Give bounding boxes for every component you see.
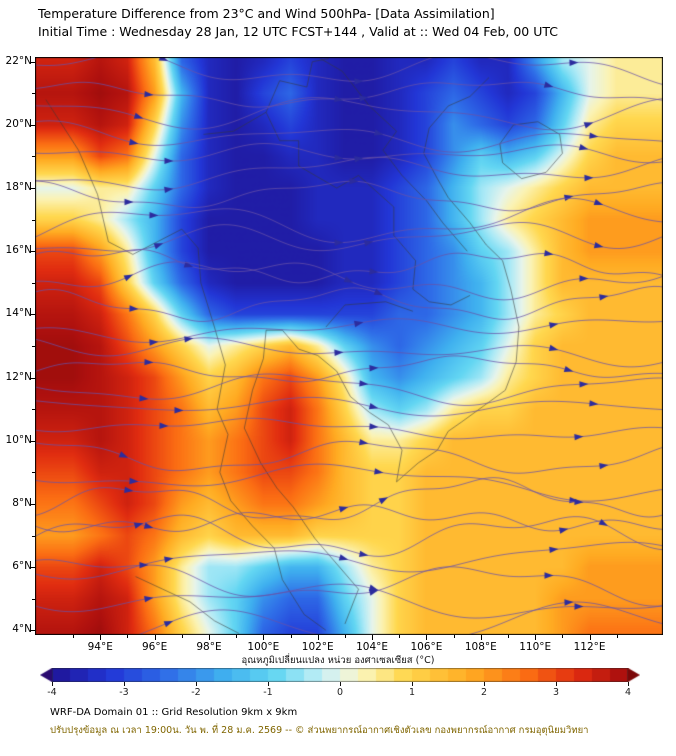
- lat-tick-label: 8°N: [12, 496, 32, 509]
- page-title: Temperature Difference from 23°C and Win…: [38, 6, 495, 21]
- lat-tick-label: 18°N: [5, 181, 32, 194]
- lat-tick-label: 10°N: [5, 433, 32, 446]
- lat-tick-label: 4°N: [12, 623, 32, 636]
- lon-minor-tick: [290, 635, 292, 638]
- lon-tick-mark: [263, 635, 265, 640]
- lon-tick-label: 104°E: [356, 641, 389, 653]
- lat-tick-mark: [30, 61, 35, 63]
- colorbar-tick-mark: [124, 682, 125, 686]
- lon-minor-tick: [127, 635, 129, 638]
- lat-tick-mark: [30, 630, 35, 632]
- lat-tick-mark: [30, 440, 35, 442]
- lon-tick-mark: [372, 635, 374, 640]
- lat-minor-tick: [32, 156, 35, 158]
- lat-minor-tick: [32, 93, 35, 95]
- lon-tick-label: 96°E: [141, 641, 168, 653]
- lon-minor-tick: [616, 635, 618, 638]
- lon-tick-label: 102°E: [301, 641, 334, 653]
- colorbar-tick-label: 0: [336, 687, 344, 698]
- colorbar-tick-mark: [628, 682, 629, 686]
- lon-minor-tick: [236, 635, 238, 638]
- lat-tick-label: 6°N: [12, 560, 32, 573]
- lon-tick-mark: [317, 635, 319, 640]
- page-subtitle: Initial Time : Wednesday 28 Jan, 12 UTC …: [38, 24, 558, 39]
- lat-minor-tick: [32, 535, 35, 537]
- colorbar-tick-mark: [412, 682, 413, 686]
- lat-tick-label: 22°N: [5, 54, 32, 67]
- lat-tick-mark: [30, 188, 35, 190]
- lat-tick-label: 20°N: [5, 117, 32, 130]
- colorbar-tick-label: -2: [191, 687, 201, 698]
- lat-minor-tick: [32, 598, 35, 600]
- lat-tick-mark: [30, 314, 35, 316]
- lon-tick-label: 110°E: [519, 641, 552, 653]
- lat-minor-tick: [32, 472, 35, 474]
- lon-minor-tick: [181, 635, 183, 638]
- lat-tick-label: 16°N: [5, 244, 32, 257]
- lon-tick-label: 100°E: [247, 641, 280, 653]
- map-canvas: [35, 57, 663, 635]
- colorbar-tick-label: 1: [408, 687, 416, 698]
- lon-minor-tick: [562, 635, 564, 638]
- lat-tick-label: 12°N: [5, 370, 32, 383]
- colorbar-tick-label: 3: [552, 687, 560, 698]
- footer-update-info: ปรับปรุงข้อมูล ณ เวลา 19:00น. วัน พ. ที่…: [50, 725, 589, 736]
- colorbar-title: อุณหภูมิเปลี่ยนแปลง หน่วย องศาเซลเซียส (…: [241, 655, 435, 666]
- lat-minor-tick: [32, 346, 35, 347]
- lon-tick-label: 112°E: [573, 641, 606, 653]
- lon-tick-mark: [208, 635, 210, 640]
- colorbar-tick-label: -4: [47, 687, 57, 698]
- colorbar-tick-label: -3: [119, 687, 129, 698]
- colorbar-tick-mark: [268, 682, 269, 686]
- lat-tick-mark: [30, 124, 35, 126]
- lon-minor-tick: [344, 635, 346, 638]
- lon-minor-tick: [399, 635, 401, 638]
- colorbar: [40, 668, 640, 682]
- lon-tick-label: 94°E: [87, 641, 113, 653]
- footer-domain-info: WRF-DA Domain 01 :: Grid Resolution 9km …: [50, 707, 298, 718]
- colorbar-tick-label: 2: [480, 687, 488, 698]
- lon-minor-tick: [508, 635, 510, 638]
- lat-tick-mark: [30, 377, 35, 379]
- lat-tick-mark: [30, 503, 35, 505]
- lat-minor-tick: [32, 282, 35, 284]
- lon-tick-label: 106°E: [410, 641, 443, 653]
- colorbar-tick-label: -1: [263, 687, 273, 698]
- lat-minor-tick: [32, 219, 35, 221]
- colorbar-tick-mark: [340, 682, 341, 686]
- lon-tick-mark: [100, 635, 102, 640]
- lon-tick-label: 108°E: [464, 641, 497, 653]
- lat-tick-label: 14°N: [5, 307, 32, 320]
- lat-tick-mark: [30, 251, 35, 253]
- map-area: [35, 57, 663, 635]
- lon-tick-label: 98°E: [196, 641, 222, 653]
- lon-tick-mark: [426, 635, 428, 640]
- lon-tick-mark: [535, 635, 537, 640]
- lat-minor-tick: [32, 409, 35, 411]
- lat-tick-mark: [30, 567, 35, 569]
- lon-minor-tick: [73, 635, 75, 638]
- colorbar-tick-mark: [52, 682, 53, 686]
- lon-tick-mark: [154, 635, 156, 640]
- colorbar-tick-mark: [556, 682, 557, 686]
- lon-minor-tick: [453, 635, 455, 638]
- colorbar-tick-mark: [484, 682, 485, 686]
- lon-tick-mark: [589, 635, 591, 640]
- colorbar-tick-mark: [196, 682, 197, 686]
- lon-tick-mark: [480, 635, 482, 640]
- colorbar-tick-label: 4: [624, 687, 632, 698]
